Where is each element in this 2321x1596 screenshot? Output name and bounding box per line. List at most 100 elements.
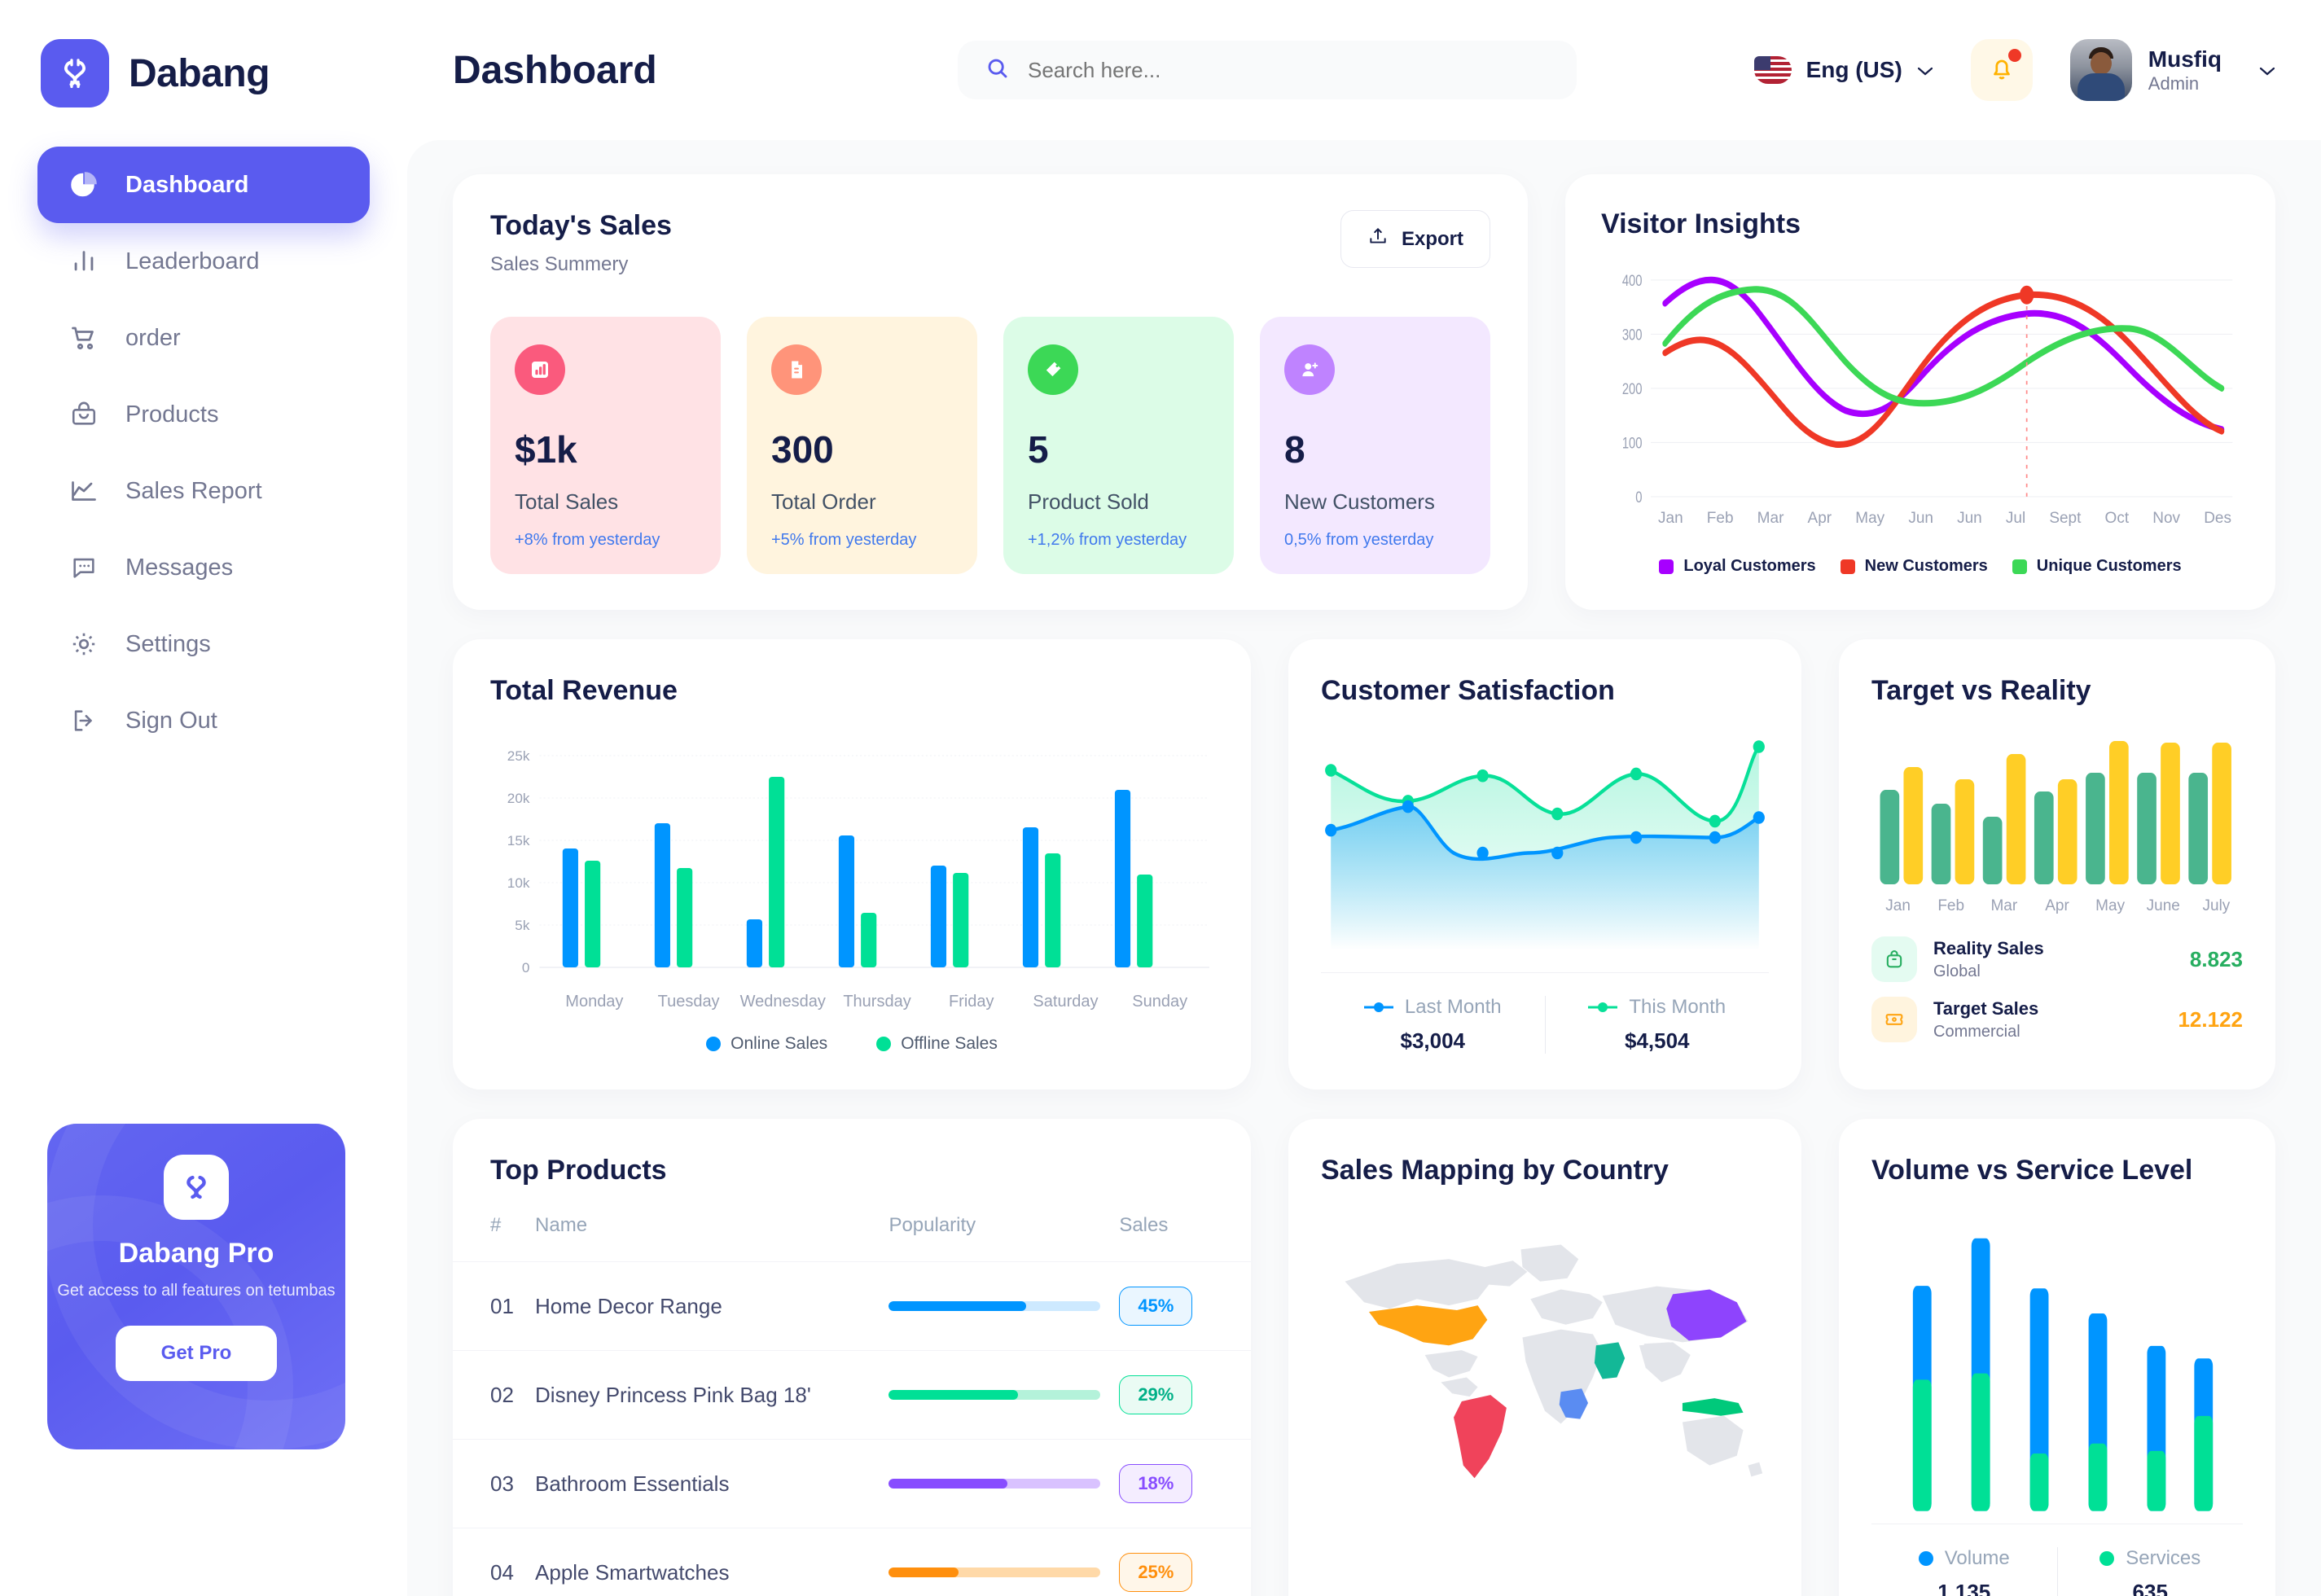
sidebar-item-label: Messages: [125, 554, 234, 581]
legend-item: This Month: [1546, 996, 1770, 1019]
stat-card-new-customers[interactable]: 8 New Customers 0,5% from yesterday: [1260, 317, 1490, 574]
row-name: Apple Smartwatches: [535, 1528, 889, 1596]
get-pro-button[interactable]: Get Pro: [115, 1326, 278, 1381]
stat-label: Product Sold: [1028, 489, 1149, 514]
table-row[interactable]: 04 Apple Smartwatches 25%: [453, 1528, 1251, 1596]
x-tick: Wednesday: [739, 993, 826, 1011]
sidebar-item-label: Leaderboard: [125, 248, 260, 274]
legend-item: Last Month: [1321, 996, 1545, 1019]
search-input[interactable]: [1028, 57, 1549, 83]
legend-name: Target Sales: [1933, 998, 2039, 1019]
svg-text:0: 0: [1635, 488, 1642, 506]
sidebar-item-products[interactable]: Products: [37, 376, 370, 453]
x-tick: Monday: [565, 993, 624, 1011]
region-china[interactable]: [1666, 1289, 1747, 1341]
promo-title: Dabang Pro: [118, 1238, 274, 1269]
sidebar-item-messages[interactable]: Messages: [37, 529, 370, 606]
svg-text:100: 100: [1622, 433, 1643, 452]
sidebar-item-settings[interactable]: Settings: [37, 606, 370, 682]
legend-swatch: [1659, 559, 1674, 574]
todays-sales-header: Today's Sales Sales Summery Export: [490, 210, 1490, 276]
target-vs-reality-title: Target vs Reality: [1871, 675, 2091, 706]
search-icon: [985, 56, 1010, 85]
x-tick: Jun: [1908, 510, 1933, 527]
column-header-num: #: [490, 1214, 502, 1236]
legend-label: Online Sales: [731, 1034, 828, 1053]
customer-satisfaction-footer: Last Month $3,004 This Month $4,504: [1321, 972, 1769, 1054]
sales-mapping-title: Sales Mapping by Country: [1321, 1155, 1669, 1186]
sidebar-item-order[interactable]: order: [37, 300, 370, 376]
table-row[interactable]: 03 Bathroom Essentials 18%: [453, 1439, 1251, 1528]
world-map-svg: [1345, 1244, 1763, 1479]
region-saudi-arabia[interactable]: [1594, 1342, 1626, 1379]
volume-total: 1,135: [1937, 1580, 1991, 1596]
legend-value: 8.823: [2189, 946, 2243, 971]
bag-icon: [1871, 936, 1917, 982]
promo-subtitle: Get access to all features on tetumbas: [57, 1282, 336, 1300]
stat-card-total-order[interactable]: 300 Total Order +5% from yesterday: [747, 317, 977, 574]
sidebar-item-dashboard[interactable]: Dashboard: [37, 147, 370, 223]
x-tick: Sunday: [1132, 993, 1188, 1011]
row-two: Total Revenue: [453, 639, 2275, 1090]
target-vs-reality-card: Target vs Reality: [1839, 639, 2275, 1090]
bag-icon: [67, 397, 101, 432]
top-products-title: Top Products: [490, 1155, 667, 1186]
stat-card-total-sales[interactable]: $1k Total Sales +8% from yesterday: [490, 317, 721, 574]
notifications-button[interactable]: [1970, 39, 2033, 101]
legend-swatch: [2012, 559, 2027, 574]
status-badge: 18%: [1119, 1464, 1193, 1503]
stat-label: Total Sales: [515, 489, 619, 514]
region-dr-congo[interactable]: [1559, 1388, 1589, 1419]
customer-satisfaction-plot: [1321, 723, 1769, 959]
legend-label: New Customers: [1864, 557, 1988, 575]
chat-icon: [67, 550, 101, 585]
total-revenue-title: Total Revenue: [490, 675, 678, 706]
export-button[interactable]: Export: [1340, 210, 1490, 268]
cart-icon: [67, 321, 101, 355]
legend-label: Loyal Customers: [1683, 557, 1816, 575]
x-tick: Apr: [2045, 897, 2069, 914]
svg-text:25k: 25k: [507, 748, 530, 764]
volume-vs-service-title: Volume vs Service Level: [1871, 1155, 2193, 1186]
stat-value: $1k: [515, 428, 577, 471]
x-tick: Mar: [1757, 510, 1784, 527]
x-tick: Tuesday: [657, 993, 720, 1011]
legend-swatch: [2099, 1551, 2115, 1566]
row-popularity: [888, 1528, 1120, 1596]
profile-menu[interactable]: Musfiq Admin: [2069, 39, 2275, 101]
language-label: Eng (US): [1805, 57, 1902, 82]
chart-bar-icon: [515, 344, 565, 395]
row-number: 03: [453, 1439, 536, 1528]
search-box[interactable]: [958, 41, 1577, 99]
table-header-row: # Name Popularity Sales: [453, 1214, 1251, 1262]
language-selector[interactable]: Eng (US): [1753, 56, 1933, 84]
export-icon: [1367, 226, 1389, 252]
sidebar-item-sales-report[interactable]: Sales Report: [37, 453, 370, 529]
sidebar-item-sign-out[interactable]: Sign Out: [37, 682, 370, 759]
sidebar-item-leaderboard[interactable]: Leaderboard: [37, 223, 370, 300]
sidebar-nav: Dashboard Leaderboard order: [37, 147, 370, 759]
sidebar-item-label: Sales Report: [125, 477, 262, 504]
table-row[interactable]: 02 Disney Princess Pink Bag 18' 29%: [453, 1350, 1251, 1440]
pie-chart-icon: [67, 168, 101, 202]
satisfaction-last-month: Last Month $3,004: [1321, 996, 1545, 1054]
total-revenue-plot: 25k 20k 15k 10k 5k 0: [490, 739, 1213, 1011]
receipt-icon: [771, 344, 822, 395]
row-number: 04: [453, 1528, 536, 1596]
volume-vs-service-footer: Volume 1,135 Services 635: [1871, 1524, 2243, 1596]
stat-card-product-sold[interactable]: 5 Product Sold +1,2% from yesterday: [1003, 317, 1234, 574]
total-revenue-x-axis: Monday Tuesday Wednesday Thursday Friday…: [547, 993, 1207, 1011]
stat-delta: +1,2% from yesterday: [1028, 531, 1187, 549]
top-bar: Dashboard: [407, 0, 2321, 140]
table-row[interactable]: 01 Home Decor Range 45%: [453, 1261, 1251, 1351]
legend-line-marker: [1588, 1002, 1618, 1012]
row-three: Top Products # Name Popularity Sales: [453, 1119, 2275, 1596]
region-indonesia[interactable]: [1682, 1398, 1744, 1416]
sidebar-item-label: Dashboard: [125, 171, 249, 198]
legend-item: New Customers: [1840, 557, 1988, 576]
status-badge: 29%: [1119, 1375, 1193, 1414]
target-vs-reality-bar-chart: [1880, 741, 2231, 884]
region-brazil[interactable]: [1454, 1395, 1507, 1479]
chevron-down-icon: [2259, 65, 2275, 76]
region-united-states[interactable]: [1368, 1305, 1488, 1346]
